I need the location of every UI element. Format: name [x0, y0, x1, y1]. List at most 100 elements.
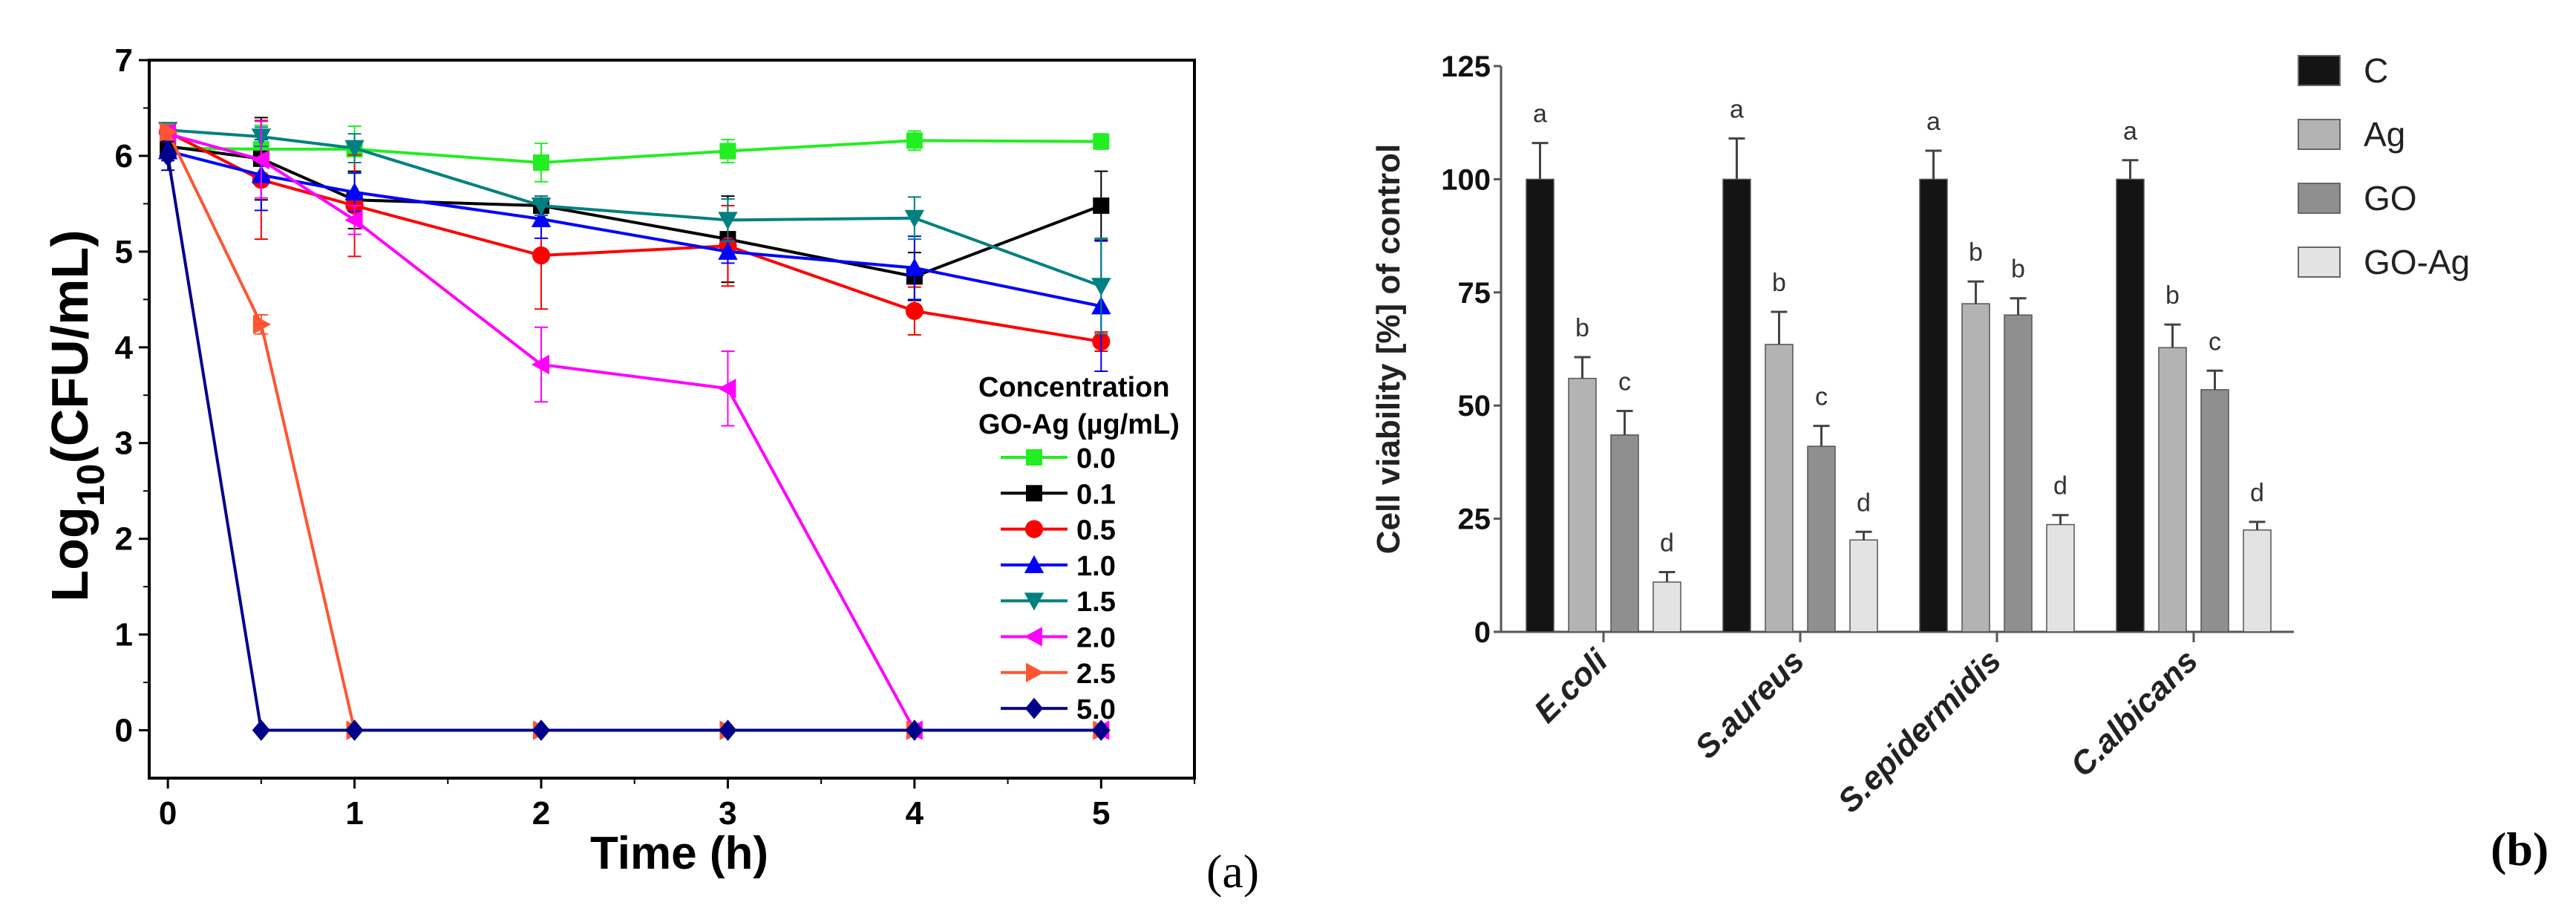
series-line: [167, 128, 1102, 288]
legend-b: C Ag GO GO-Ag: [2298, 51, 2470, 281]
legend-title-a-1: Concentration: [978, 372, 1170, 403]
x-tick-label-a: 2: [532, 795, 550, 832]
data-point: [159, 145, 177, 167]
bar-GO-Ag: [1849, 539, 1878, 633]
series-2.5: [160, 122, 1111, 740]
data-point: [531, 209, 552, 228]
data-point: [344, 182, 365, 200]
data-point: [531, 197, 552, 216]
y-tick-label-a: 1: [115, 617, 133, 653]
legend-label: 1.0: [1076, 551, 1116, 582]
x-tick-label-b: E.coli: [1527, 642, 1615, 730]
significance-letter: c: [2209, 327, 2221, 356]
legend-swatch-Ag: [2298, 119, 2341, 150]
data-point: [252, 719, 270, 741]
x-tick-label-b: S.aureus: [1688, 642, 1811, 766]
legend-label: Ag: [2364, 115, 2405, 154]
data-point: [718, 241, 738, 260]
y-tick-label-b: 100: [1441, 163, 1491, 196]
x-tick-label-b: S.epidermidis: [1831, 642, 2008, 820]
y-tick-label-b: 50: [1458, 390, 1491, 422]
series-a: [157, 117, 1111, 741]
legend-label: 0.1: [1076, 479, 1116, 510]
legend-marker: [1024, 697, 1044, 719]
data-point: [1092, 719, 1111, 741]
data-point: [905, 301, 923, 320]
x-tick-label-b: C.albicans: [2064, 642, 2205, 783]
x-tick-label-a: 3: [719, 795, 736, 832]
y-tick-label-a: 3: [115, 425, 133, 462]
data-point: [905, 719, 923, 741]
legend-marker: [1024, 555, 1045, 573]
legend-label: 0.5: [1076, 515, 1116, 546]
data-point: [719, 719, 737, 741]
data-point: [251, 149, 269, 170]
series-line: [166, 155, 1102, 732]
legend-label: GO-Ag: [2364, 243, 2470, 281]
legend-marker: [1024, 593, 1045, 611]
data-point: [344, 210, 363, 230]
y-tick-label-b: 75: [1458, 277, 1491, 310]
y-tick-label-a: 7: [115, 42, 133, 79]
significance-letter: d: [1857, 489, 1871, 517]
bar-Ag: [1961, 303, 1990, 633]
series-1.5: [157, 122, 1111, 335]
data-point: [904, 209, 925, 228]
legend-swatch-GO: [2298, 183, 2341, 214]
data-point: [344, 140, 365, 158]
y-tick-label-a: 4: [115, 330, 134, 366]
data-point: [1091, 278, 1111, 296]
significance-letter: a: [2123, 117, 2137, 146]
axes-a: 0 1 2 3 4 5 6 7 0 1 2 3 4 5: [115, 42, 1195, 832]
bar-Ag: [1568, 377, 1597, 633]
bar-C: [1919, 178, 1948, 633]
data-point: [1093, 133, 1110, 150]
y-tick-label-b: 125: [1441, 50, 1491, 83]
significance-letter: b: [2011, 255, 2025, 284]
x-axis-label-a: Time (h): [590, 828, 768, 879]
data-point: [532, 719, 551, 741]
y-axis-label-a: Log10(CFU/mL): [41, 229, 113, 601]
legend-label: 2.0: [1076, 623, 1116, 654]
data-point: [160, 122, 178, 142]
legend-marker: [1026, 662, 1045, 682]
significance-letter: b: [1772, 269, 1786, 297]
data-point: [904, 258, 925, 276]
y-tick-label-a: 6: [115, 138, 133, 174]
legend-marker: [1026, 449, 1042, 466]
legend-label: GO: [2364, 179, 2417, 218]
bar-GO-Ag: [1653, 581, 1681, 633]
series-5.0: [159, 140, 1111, 741]
bar-GO: [2200, 389, 2229, 633]
bar-group-S.epidermidis: a bb d: [1919, 108, 2075, 633]
y-tick-label-a: 2: [115, 521, 133, 558]
bar-GO-Ag: [2046, 523, 2075, 633]
x-tick-label-a: 1: [345, 795, 363, 832]
data-point: [718, 212, 738, 230]
y-tick-label-a: 5: [115, 234, 133, 270]
data-point: [252, 314, 272, 335]
series-line: [167, 149, 1102, 308]
x-tick-label-a: 4: [906, 795, 924, 832]
significance-letter: d: [2250, 479, 2264, 507]
panel-label-a: (a): [1206, 845, 1259, 898]
bar-C: [2116, 178, 2145, 633]
legend-label: 5.0: [1076, 694, 1116, 725]
significance-letter: c: [1815, 383, 1828, 411]
legend-label: 2.5: [1076, 659, 1116, 690]
data-point: [532, 246, 551, 265]
series-0.1: [160, 117, 1110, 301]
bar-Ag: [1765, 344, 1794, 633]
significance-letter: d: [1660, 529, 1674, 558]
bar-group-E.coli: a b c d: [1526, 100, 1681, 633]
bar-GO: [1807, 445, 1836, 633]
legend-swatch-GO-Ag: [2298, 247, 2341, 278]
data-point: [345, 719, 364, 741]
significance-letter: d: [2053, 472, 2067, 500]
legend-label: C: [2364, 51, 2388, 90]
significance-letter: a: [1926, 108, 1941, 136]
bar-C: [1722, 178, 1751, 633]
data-point: [719, 143, 736, 160]
legend-marker: [1026, 485, 1042, 502]
